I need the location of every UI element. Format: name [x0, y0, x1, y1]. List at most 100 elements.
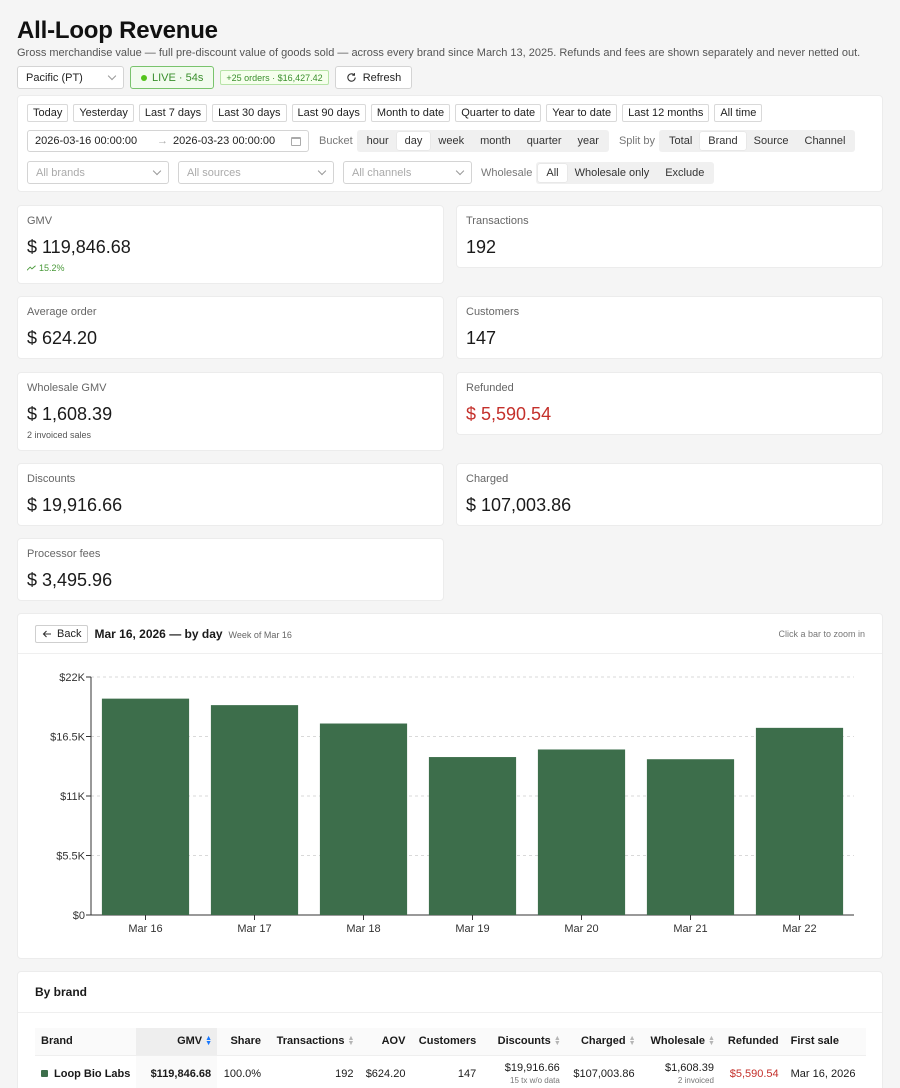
cell-aov: $624.20	[365, 1067, 406, 1080]
preset-last-12-months[interactable]: Last 12 months	[622, 104, 710, 122]
chart-header: Back Mar 16, 2026 — by day Week of Mar 1…	[18, 614, 882, 654]
preset-today[interactable]: Today	[27, 104, 69, 122]
wholesale-all[interactable]: All	[538, 163, 567, 182]
chart-bar[interactable]	[428, 757, 517, 915]
stat-card-wholesale-gmv: Wholesale GMV $ 1,608.39 2 invoiced sale…	[17, 372, 444, 451]
split-segmented: Total Brand Source Channel	[659, 130, 856, 152]
sort-icon: ▲ ▼	[628, 1035, 636, 1048]
chart-bar[interactable]	[210, 705, 299, 915]
refresh-icon	[347, 73, 356, 82]
preset-quarter-to-date[interactable]: Quarter to date	[455, 104, 542, 122]
x-tick-label: Mar 18	[346, 923, 380, 935]
range-start-input[interactable]: 2026-03-16 00:00:00	[35, 135, 138, 147]
page-subtitle: Gross merchandise value — full pre-disco…	[17, 47, 861, 59]
stat-card-refunded: Refunded $ 5,590.54	[456, 372, 883, 435]
split-brand[interactable]: Brand	[700, 132, 746, 150]
brands-select[interactable]: All brands	[27, 161, 169, 184]
refunded-label: Refunded	[466, 382, 514, 394]
cell-discounts: $19,916.66 15 tx w/o data	[482, 1055, 566, 1088]
preset-last-7-days[interactable]: Last 7 days	[138, 104, 208, 122]
split-channel[interactable]: Channel	[804, 135, 846, 147]
refunded-value: $ 5,590.54	[466, 404, 552, 424]
bucket-month[interactable]: month	[480, 135, 511, 147]
gmv-trend: 15.2%	[27, 263, 434, 273]
bucket-week[interactable]: week	[438, 135, 465, 147]
range-bucket-row: 2026-03-16 00:00:00 → 2026-03-23 00:00:0…	[27, 130, 856, 152]
filter-panel: Today Yesterday Last 7 days Last 30 days…	[17, 95, 883, 192]
divider	[18, 1012, 882, 1013]
back-button[interactable]: Back	[35, 624, 89, 643]
transactions-value: 192	[466, 237, 497, 257]
chevron-down-icon	[455, 166, 465, 176]
wholesale-note: 2 invoiced	[677, 1076, 714, 1086]
stat-card-aov: Average order $ 624.20	[17, 296, 444, 359]
cell-first-sale: Mar 16, 2026	[790, 1067, 856, 1080]
bucket-day[interactable]: day	[396, 132, 431, 150]
channels-select[interactable]: All channels	[343, 161, 472, 184]
preset-yesterday[interactable]: Yesterday	[73, 104, 134, 122]
discounts-label: Discounts	[27, 473, 76, 485]
chevron-down-icon	[107, 71, 117, 81]
date-range-picker[interactable]: 2026-03-16 00:00:00 → 2026-03-23 00:00:0…	[27, 130, 309, 152]
chart-bar[interactable]	[537, 749, 626, 915]
table-row[interactable]: Loop Bio Labs $119,846.68 100.0% 192 $62…	[35, 1055, 866, 1088]
col-wholesale[interactable]: Wholesale ▲ ▼	[640, 1028, 720, 1056]
wholesale-amount: $1,608.39	[665, 1062, 714, 1075]
sources-select[interactable]: All sources	[178, 161, 334, 184]
stat-card-customers: Customers 147	[456, 296, 883, 359]
y-tick-label: $22K	[59, 672, 85, 684]
preset-all-time[interactable]: All time	[714, 104, 763, 122]
col-discounts[interactable]: Discounts ▲ ▼	[482, 1028, 566, 1056]
timezone-value: Pacific (PT)	[26, 71, 83, 84]
charged-label: Charged	[466, 473, 509, 485]
y-tick-label: $5.5K	[56, 851, 85, 863]
col-gmv[interactable]: GMV ▲ ▼	[136, 1028, 218, 1056]
split-source[interactable]: Source	[753, 135, 789, 147]
aov-value: $ 624.20	[27, 328, 98, 348]
chart-bar[interactable]	[319, 723, 408, 915]
range-arrow-icon: →	[157, 135, 168, 147]
y-tick-label: $11K	[60, 791, 86, 803]
x-tick-label: Mar 17	[237, 923, 271, 935]
chart-hint: Click a bar to zoom in	[778, 628, 865, 639]
brand-panel-title: By brand	[35, 985, 88, 999]
chart-subtitle: Week of Mar 16	[228, 629, 292, 640]
preset-month-to-date[interactable]: Month to date	[370, 104, 451, 122]
wholesale-gmv-sub: 2 invoiced sales	[27, 430, 92, 440]
brands-placeholder: All brands	[36, 166, 85, 179]
y-tick-label: $16.5K	[50, 732, 86, 744]
bucket-quarter[interactable]: quarter	[526, 135, 562, 147]
bucket-year[interactable]: year	[577, 135, 599, 147]
preset-last-90-days[interactable]: Last 90 days	[291, 104, 366, 122]
timezone-select[interactable]: Pacific (PT)	[17, 66, 124, 89]
wholesale-exclude[interactable]: Exclude	[665, 166, 705, 179]
col-discounts-label: Discounts	[497, 1035, 551, 1048]
preset-year-to-date[interactable]: Year to date	[546, 104, 618, 122]
range-end-input[interactable]: 2026-03-23 00:00:00	[173, 135, 276, 147]
arrow-left-icon	[42, 630, 51, 637]
col-transactions[interactable]: Transactions ▲ ▼	[267, 1028, 360, 1056]
chart-bar[interactable]	[755, 727, 844, 915]
cell-customers: 147	[457, 1067, 477, 1080]
live-dot-icon	[141, 74, 147, 81]
wholesale-only[interactable]: Wholesale only	[574, 166, 650, 179]
bucket-label: Bucket	[319, 135, 353, 147]
chart-bar[interactable]	[646, 759, 735, 915]
split-total[interactable]: Total	[669, 135, 693, 147]
stat-card-processor-fees: Processor fees $ 3,495.96	[17, 538, 444, 601]
refresh-button[interactable]: Refresh	[334, 66, 413, 89]
discounts-note: 15 tx w/o data	[510, 1076, 560, 1086]
sort-desc-icon: ▲ ▼	[205, 1035, 213, 1048]
bucket-hour[interactable]: hour	[366, 135, 389, 147]
fees-label: Processor fees	[27, 548, 101, 560]
preset-last-30-days[interactable]: Last 30 days	[212, 104, 287, 122]
discounts-amount: $19,916.66	[504, 1062, 560, 1075]
cell-refunded: $5,590.54	[729, 1067, 779, 1080]
cell-share: 100.0%	[223, 1067, 262, 1080]
col-charged[interactable]: Charged ▲ ▼	[565, 1028, 641, 1056]
stat-card-transactions: Transactions 192	[456, 205, 883, 268]
live-indicator[interactable]: LIVE · 54s	[130, 66, 215, 89]
bar-chart: $0 $5.5K $11K $16.5K $22K Mar 16 Mar 17 Mar 18 M…	[50, 672, 854, 935]
chart-bar[interactable]	[101, 698, 190, 915]
gmv-value: $ 119,846.68	[27, 237, 131, 257]
